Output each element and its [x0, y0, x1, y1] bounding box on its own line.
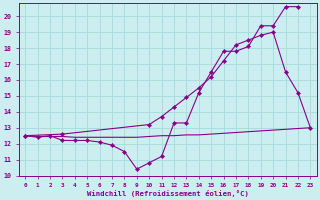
X-axis label: Windchill (Refroidissement éolien,°C): Windchill (Refroidissement éolien,°C)	[87, 190, 249, 197]
